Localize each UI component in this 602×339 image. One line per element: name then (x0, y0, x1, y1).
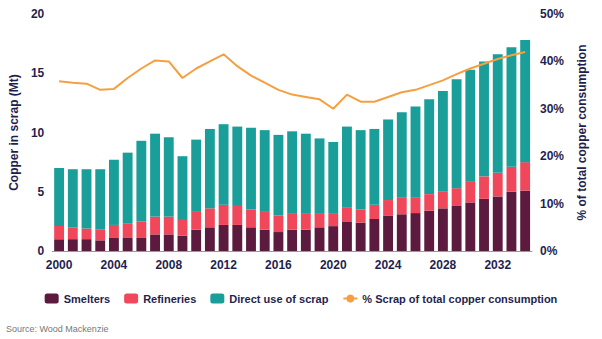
svg-text:Refineries: Refineries (143, 293, 196, 305)
svg-text:% of total copper consumption: % of total copper consumption (575, 45, 589, 221)
svg-text:0%: 0% (540, 244, 558, 258)
svg-text:% Scrap of total copper consum: % Scrap of total copper consumption (362, 293, 557, 305)
svg-text:Source: Wood Mackenzie: Source: Wood Mackenzie (6, 324, 108, 334)
svg-text:2012: 2012 (210, 258, 237, 272)
svg-text:2004: 2004 (101, 258, 128, 272)
svg-text:2020: 2020 (320, 258, 347, 272)
svg-text:2024: 2024 (375, 258, 402, 272)
svg-text:40%: 40% (540, 54, 564, 68)
svg-text:Smelters: Smelters (64, 293, 110, 305)
svg-text:0: 0 (38, 244, 45, 258)
svg-text:10: 10 (31, 126, 45, 140)
svg-text:2016: 2016 (265, 258, 292, 272)
svg-text:10%: 10% (540, 197, 564, 211)
svg-text:20: 20 (31, 7, 45, 21)
svg-text:50%: 50% (540, 7, 564, 21)
svg-text:15: 15 (31, 66, 45, 80)
svg-text:2028: 2028 (430, 258, 457, 272)
svg-text:2000: 2000 (46, 258, 73, 272)
svg-text:20%: 20% (540, 149, 564, 163)
svg-text:30%: 30% (540, 102, 564, 116)
svg-text:5: 5 (38, 185, 45, 199)
svg-text:Copper in scrap (Mt): Copper in scrap (Mt) (7, 74, 21, 191)
svg-text:Direct use of scrap: Direct use of scrap (229, 293, 328, 305)
svg-text:2008: 2008 (155, 258, 182, 272)
svg-text:2032: 2032 (484, 258, 511, 272)
